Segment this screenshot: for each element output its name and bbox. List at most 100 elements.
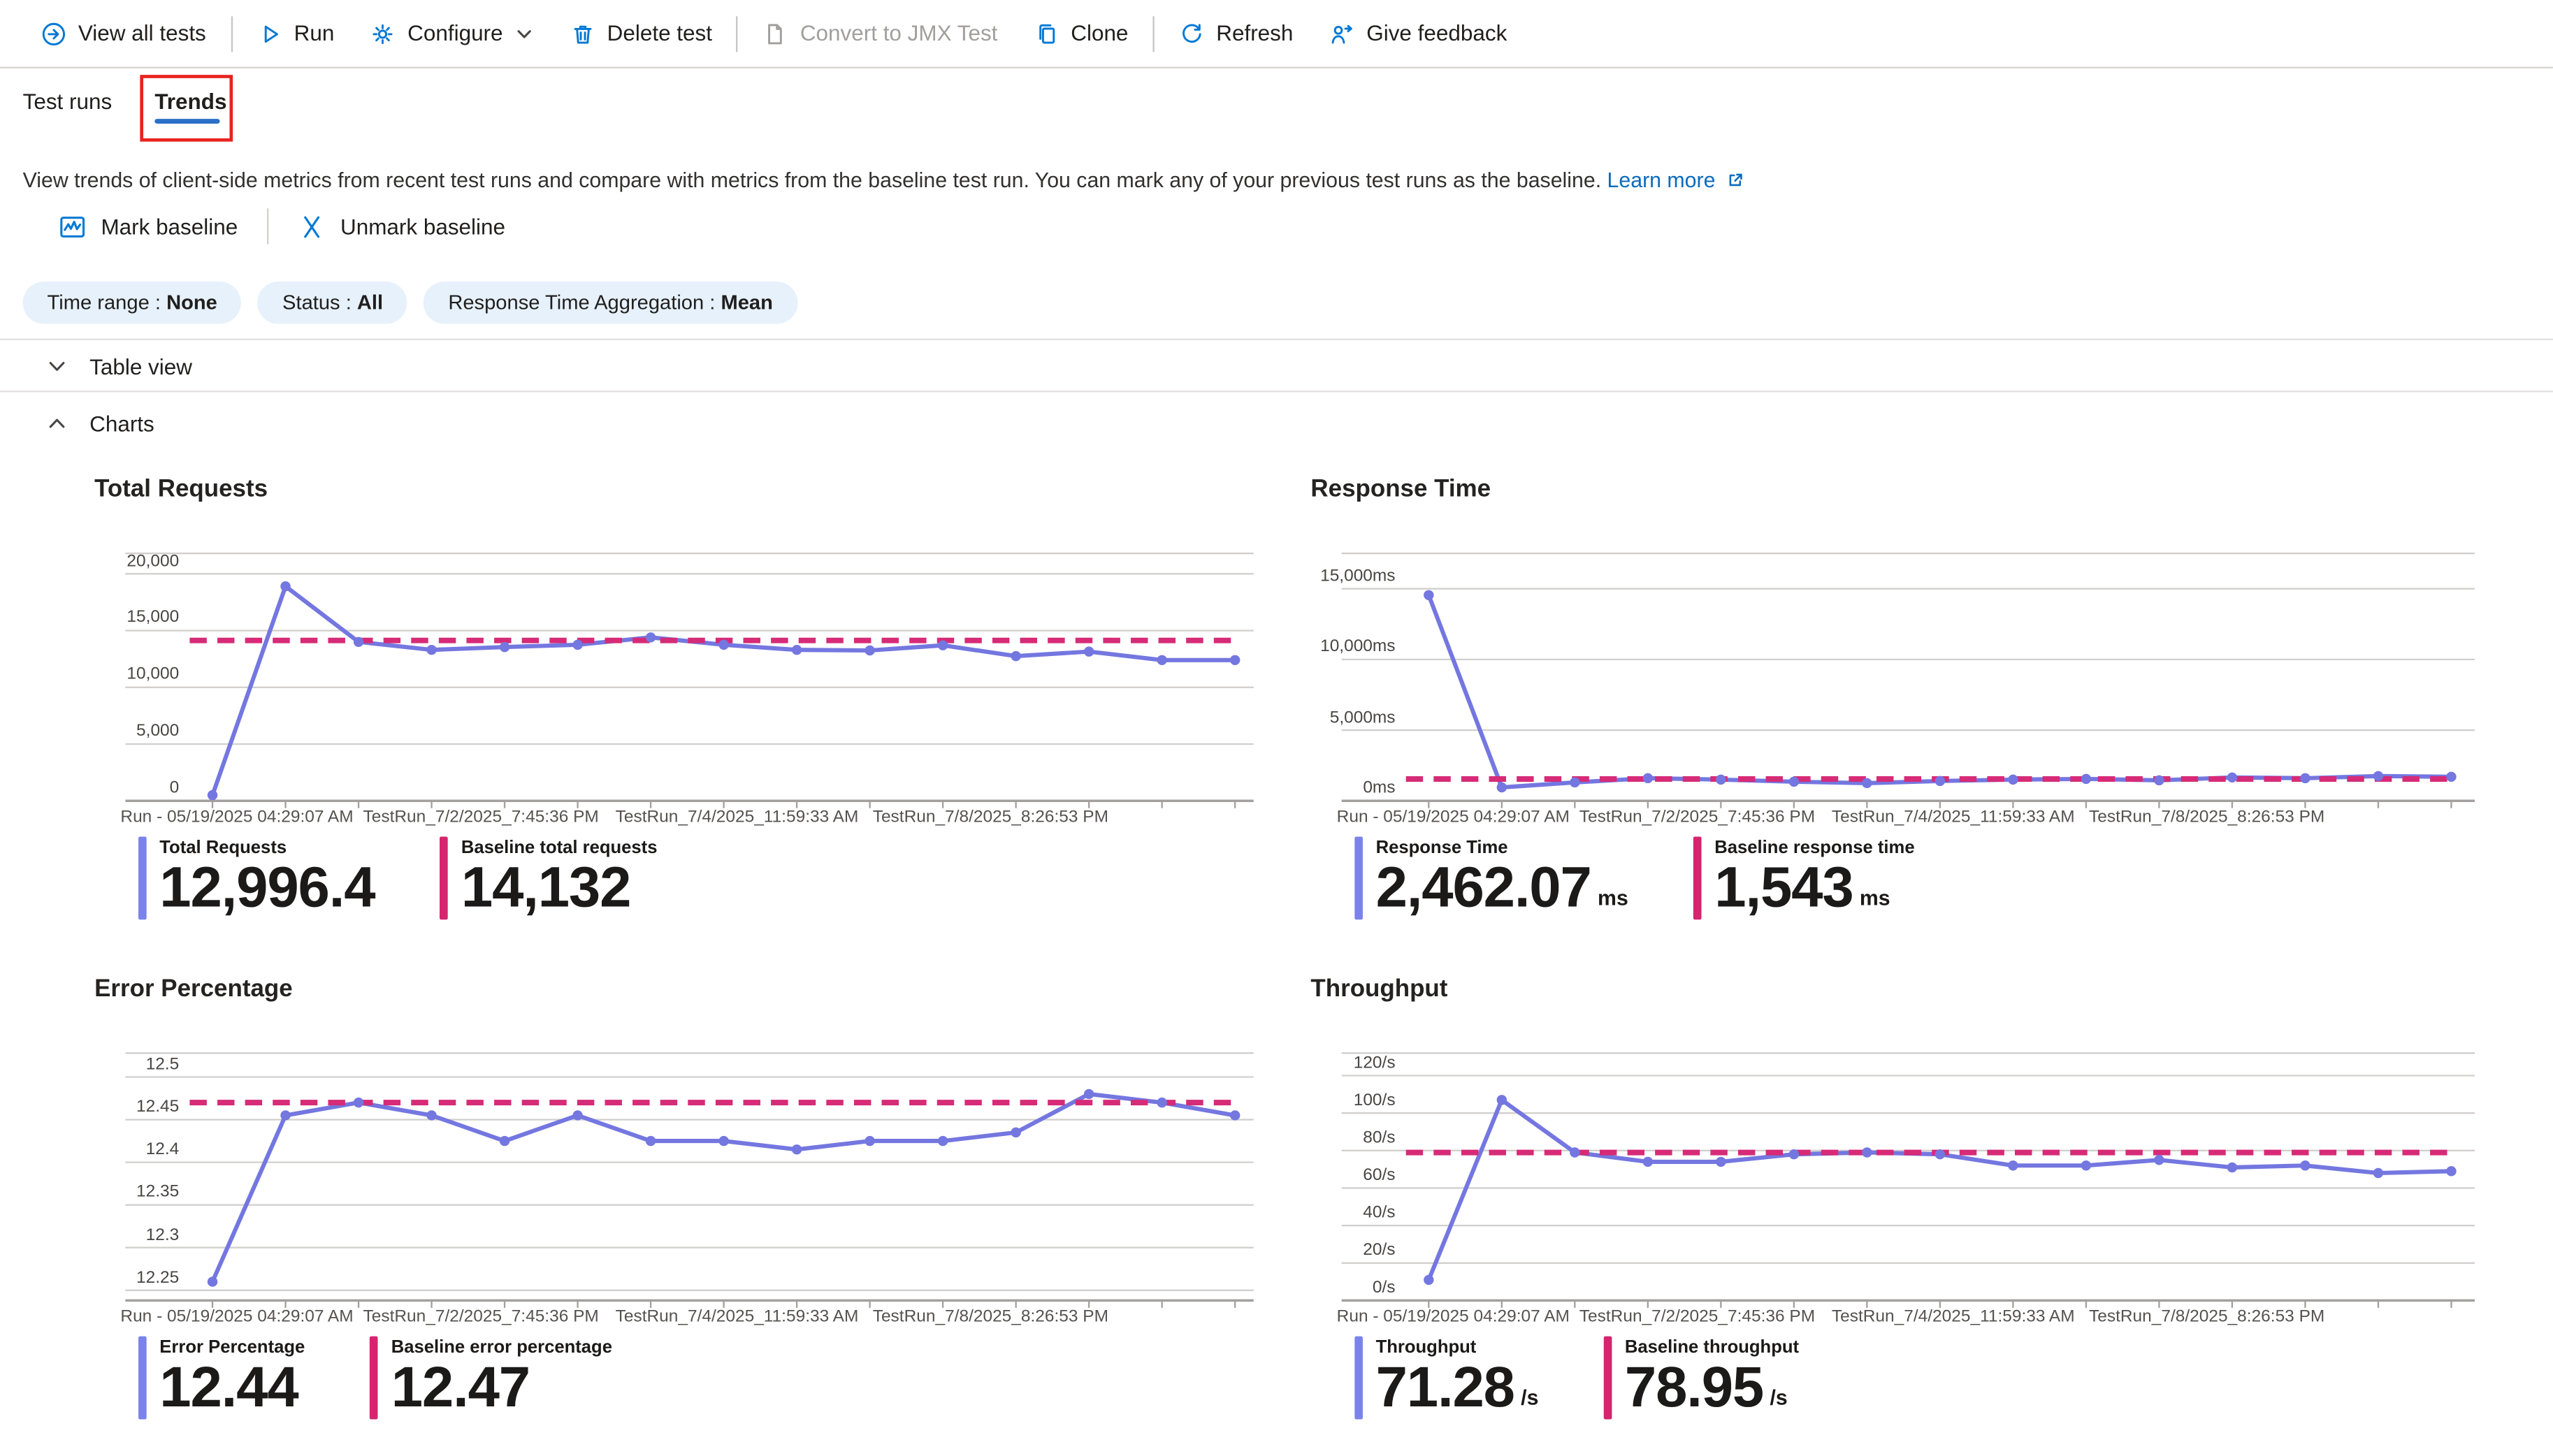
data-point[interactable] — [353, 636, 364, 648]
data-point[interactable] — [645, 632, 656, 643]
data-point[interactable] — [937, 1135, 948, 1146]
data-point[interactable] — [499, 1135, 510, 1146]
data-point[interactable] — [2154, 1155, 2164, 1165]
data-point[interactable] — [1157, 655, 1167, 666]
tab-trends[interactable]: Trends — [154, 89, 226, 114]
chevron-up-icon — [49, 418, 65, 428]
filter-response-time-aggregation[interactable]: Response Time Aggregation : Mean — [424, 282, 797, 324]
data-point[interactable] — [1934, 776, 1946, 787]
give-feedback-button[interactable]: Give feedback — [1329, 20, 1507, 46]
data-point[interactable] — [280, 1110, 291, 1121]
chart-plot-area[interactable] — [1310, 475, 2475, 947]
data-point[interactable] — [426, 644, 437, 655]
view-all-tests-button[interactable]: View all tests — [41, 20, 206, 46]
data-point[interactable] — [2373, 1167, 2384, 1179]
data-point[interactable] — [2446, 771, 2457, 782]
chart-plot-area[interactable] — [1310, 975, 2475, 1456]
data-point[interactable] — [1716, 1156, 1726, 1167]
data-point[interactable] — [2154, 775, 2164, 786]
data-point[interactable] — [2227, 1162, 2238, 1173]
data-point[interactable] — [207, 789, 218, 801]
data-point[interactable] — [1642, 1156, 1654, 1167]
y-axis-tick-label: 40/s — [1363, 1202, 1396, 1223]
data-point[interactable] — [1788, 1149, 1800, 1160]
data-point[interactable] — [1862, 1147, 1872, 1158]
stat-label: Baseline throughput — [1624, 1338, 1800, 1357]
stat-color-bar — [440, 836, 449, 919]
table-view-section-header[interactable]: Table view — [0, 342, 2553, 391]
data-point[interactable] — [1642, 773, 1654, 784]
data-point[interactable] — [865, 645, 875, 656]
data-point[interactable] — [426, 1110, 437, 1121]
learn-more-link[interactable]: Learn more — [1607, 167, 1716, 192]
run-button[interactable]: Run — [256, 20, 334, 46]
clone-button[interactable]: Clone — [1034, 20, 1128, 46]
charts-section-header[interactable]: Charts — [0, 399, 2553, 448]
data-point[interactable] — [2227, 772, 2238, 783]
data-point[interactable] — [1788, 776, 1800, 787]
data-point[interactable] — [791, 644, 802, 655]
data-point[interactable] — [2008, 1160, 2018, 1171]
configure-button[interactable]: Configure — [370, 20, 534, 46]
trash-icon — [574, 24, 592, 43]
data-point[interactable] — [1229, 655, 1241, 666]
data-point[interactable] — [1424, 590, 1434, 601]
delete-test-button[interactable]: Delete test — [570, 20, 712, 46]
data-point[interactable] — [718, 1135, 729, 1146]
data-point[interactable] — [1570, 777, 1580, 788]
data-point[interactable] — [1496, 782, 1507, 793]
data-point[interactable] — [2373, 771, 2384, 782]
data-point[interactable] — [865, 1135, 875, 1146]
data-point[interactable] — [1934, 1149, 1946, 1160]
data-point[interactable] — [791, 1144, 802, 1155]
chart-plot-area[interactable] — [94, 975, 1254, 1456]
data-point[interactable] — [1862, 778, 1872, 789]
data-point[interactable] — [1011, 650, 1021, 662]
filter-time-range[interactable]: Time range : None — [22, 282, 242, 324]
data-point[interactable] — [937, 640, 948, 650]
data-point[interactable] — [1229, 1110, 1241, 1121]
play-icon — [263, 24, 277, 42]
chart-plot-area[interactable] — [94, 475, 1254, 947]
delete-test-label: Delete test — [607, 21, 713, 46]
data-point[interactable] — [718, 639, 729, 650]
data-point[interactable] — [1716, 774, 1726, 785]
data-point[interactable] — [1083, 1089, 1094, 1100]
data-point[interactable] — [645, 1135, 656, 1146]
data-point[interactable] — [2008, 774, 2018, 785]
data-point[interactable] — [2446, 1166, 2457, 1177]
data-point[interactable] — [2300, 1160, 2310, 1171]
data-point[interactable] — [499, 641, 510, 653]
data-point[interactable] — [1496, 1095, 1507, 1105]
give-feedback-label: Give feedback — [1366, 21, 1507, 46]
data-point[interactable] — [1011, 1127, 1021, 1138]
filter-status[interactable]: Status : All — [258, 282, 408, 324]
refresh-button[interactable]: Refresh — [1179, 20, 1293, 46]
y-axis-tick-label: 60/s — [1363, 1165, 1396, 1185]
stat-value: 2,462.07 — [1375, 856, 1592, 920]
y-axis-tick-label: 10,000ms — [1320, 636, 1396, 657]
stat-value: 14,132 — [461, 856, 632, 920]
stat-value: 78.95 — [1624, 1355, 1764, 1420]
stat-value: 12.47 — [391, 1355, 530, 1420]
data-point[interactable] — [2081, 1160, 2092, 1171]
chart-stats: Response Time 2,462.07 ms Baseline response… — [1354, 836, 1915, 920]
data-point[interactable] — [1424, 1274, 1434, 1286]
data-point[interactable] — [2081, 773, 2092, 785]
tab-test-runs[interactable]: Test runs — [23, 89, 113, 114]
data-point[interactable] — [1157, 1097, 1167, 1108]
table-view-label: Table view — [89, 354, 192, 379]
data-point[interactable] — [2300, 773, 2310, 784]
data-point[interactable] — [353, 1097, 364, 1108]
chart-title: Response Time — [1310, 475, 1491, 503]
data-point[interactable] — [572, 639, 583, 650]
data-point[interactable] — [1083, 646, 1094, 657]
data-point[interactable] — [207, 1276, 218, 1287]
data-point[interactable] — [280, 581, 291, 592]
unmark-baseline-button[interactable]: Unmark baseline — [298, 212, 505, 240]
data-point[interactable] — [572, 1110, 583, 1121]
data-point[interactable] — [1570, 1147, 1580, 1158]
mark-baseline-button[interactable]: Mark baseline — [59, 212, 238, 240]
refresh-icon — [1183, 23, 1201, 42]
